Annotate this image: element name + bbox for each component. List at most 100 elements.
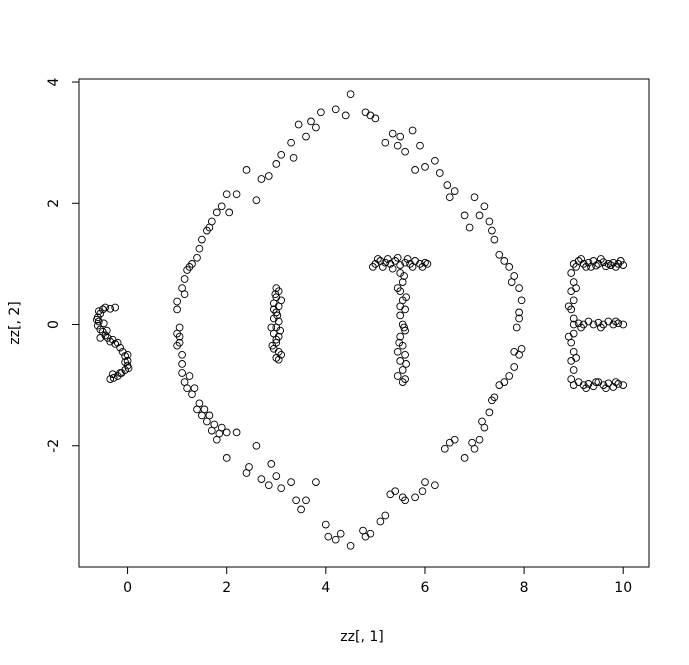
- data-point: [500, 257, 509, 265]
- data-point: [587, 263, 595, 271]
- data-point: [257, 475, 266, 483]
- data-point: [297, 505, 305, 514]
- data-point: [569, 381, 578, 389]
- data-points: [92, 90, 628, 550]
- data-point: [564, 332, 573, 341]
- data-point: [393, 141, 402, 150]
- data-point: [495, 381, 504, 389]
- data-point: [267, 460, 276, 468]
- data-point: [106, 304, 115, 313]
- data-point: [396, 261, 405, 269]
- data-point: [96, 334, 105, 342]
- data-point: [475, 211, 484, 220]
- data-point: [569, 320, 578, 329]
- data-point: [510, 363, 519, 371]
- data-point: [567, 269, 576, 277]
- data-point: [450, 187, 459, 195]
- data-point: [113, 338, 122, 347]
- data-point: [222, 428, 231, 437]
- data-point: [574, 319, 583, 328]
- data-point: [361, 108, 370, 117]
- data-point: [121, 358, 129, 366]
- data-point: [480, 202, 489, 211]
- data-point: [205, 223, 214, 232]
- data-point: [222, 454, 231, 462]
- data-point: [185, 263, 194, 271]
- data-point: [400, 323, 408, 332]
- data-point: [475, 435, 484, 444]
- data-point: [393, 347, 402, 356]
- data-point: [485, 408, 494, 417]
- data-point: [574, 378, 583, 386]
- data-point: [173, 341, 181, 350]
- data-point: [440, 444, 449, 453]
- data-point: [485, 217, 494, 226]
- data-point: [287, 478, 295, 486]
- data-point: [421, 478, 429, 486]
- data-point: [277, 484, 286, 493]
- data-point: [116, 369, 124, 377]
- data-point: [116, 343, 124, 352]
- data-point: [369, 263, 377, 271]
- y-axis-label: zz[, 2]: [7, 301, 23, 344]
- data-point: [264, 172, 273, 180]
- data-point: [180, 290, 189, 299]
- data-point: [515, 308, 523, 317]
- data-point: [402, 293, 410, 302]
- data-point: [386, 490, 395, 499]
- data-point: [376, 517, 385, 526]
- data-point: [569, 366, 578, 374]
- data-point: [401, 326, 409, 335]
- data-point: [396, 357, 405, 365]
- data-point: [445, 438, 454, 447]
- data-point: [589, 382, 598, 391]
- data-point: [431, 481, 439, 490]
- data-point: [378, 263, 387, 271]
- data-point: [592, 378, 600, 386]
- data-point: [602, 384, 610, 393]
- y-tick-label: 0: [46, 320, 62, 329]
- data-point: [569, 296, 578, 305]
- data-point: [507, 278, 516, 286]
- data-point: [180, 275, 189, 283]
- data-point: [584, 380, 593, 388]
- data-point: [567, 357, 576, 365]
- data-point: [178, 369, 186, 377]
- data-point: [396, 311, 405, 320]
- data-point: [393, 253, 402, 262]
- data-point: [366, 529, 375, 538]
- y-tick-label: 4: [46, 77, 62, 86]
- data-point: [614, 319, 623, 328]
- data-point: [391, 487, 400, 496]
- data-point: [584, 317, 593, 326]
- data-point: [274, 355, 283, 364]
- data-point: [435, 169, 444, 177]
- data-point: [500, 378, 509, 386]
- data-point: [210, 420, 219, 429]
- data-point: [401, 147, 409, 156]
- data-point: [597, 323, 605, 332]
- data-point: [178, 360, 186, 368]
- data-point: [222, 190, 231, 199]
- data-point: [102, 326, 111, 335]
- data-point: [403, 255, 412, 263]
- data-point: [408, 126, 417, 135]
- data-point: [510, 347, 519, 356]
- data-point: [289, 153, 298, 162]
- data-point: [505, 372, 514, 380]
- data-point: [324, 532, 333, 541]
- data-point: [111, 303, 120, 312]
- x-tick-label: 2: [222, 580, 231, 596]
- data-point: [402, 360, 410, 368]
- data-point: [195, 399, 204, 408]
- data-point: [271, 290, 280, 299]
- data-point: [292, 496, 300, 505]
- data-point: [423, 260, 432, 268]
- data-point: [331, 535, 340, 544]
- data-point: [505, 263, 514, 271]
- data-point: [108, 370, 117, 379]
- data-point: [416, 141, 424, 150]
- data-point: [175, 332, 184, 341]
- data-point: [398, 378, 407, 386]
